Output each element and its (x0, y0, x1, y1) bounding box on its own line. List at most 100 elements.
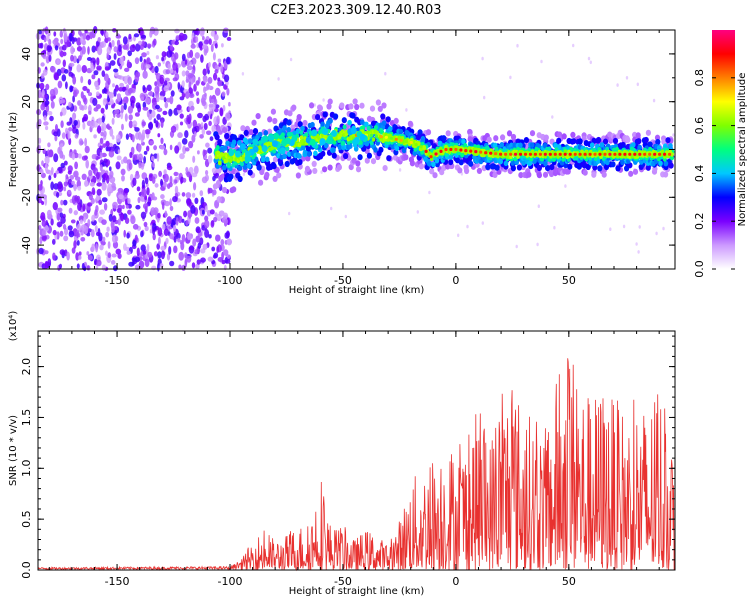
ridge-cell (591, 171, 597, 178)
noise-blob (398, 168, 402, 172)
ridge-cell (284, 160, 290, 168)
ridge-cell (331, 152, 337, 159)
noise-blob (102, 98, 107, 106)
noise-blob (171, 39, 175, 45)
ridge-cell (215, 145, 220, 150)
noise-blob (114, 235, 119, 242)
colorbar-tick-label: 0.8 (693, 69, 706, 87)
noise-blob (635, 242, 638, 246)
noise-blob (179, 113, 184, 119)
noise-blob (120, 168, 126, 176)
noise-blob (87, 255, 93, 261)
noise-blob (173, 245, 178, 254)
ridge-cell (549, 164, 555, 171)
ridge-cell (222, 127, 228, 134)
noise-blob (212, 189, 217, 196)
noise-blob (177, 82, 181, 90)
noise-blob (203, 122, 208, 131)
noise-blob (225, 259, 231, 264)
noise-blob (68, 62, 75, 67)
x-tick-label: -150 (105, 575, 130, 588)
noise-blob (142, 101, 147, 109)
noise-blob (111, 40, 115, 47)
noise-blob (225, 230, 230, 239)
noise-blob (43, 115, 47, 121)
noise-blob (225, 112, 231, 121)
noise-blob (587, 56, 591, 61)
noise-blob (102, 236, 106, 242)
noise-blob (161, 56, 165, 62)
noise-blob (106, 46, 112, 55)
ridge-cell (268, 141, 273, 147)
noise-blob (174, 145, 180, 154)
ridge-peak (628, 152, 632, 156)
ridge-peak (583, 152, 587, 156)
ridge-cell (272, 156, 279, 163)
noise-blob (202, 68, 207, 76)
noise-blob (76, 46, 83, 52)
noise-blob (193, 83, 197, 92)
noise-blob (199, 190, 204, 197)
noise-blob (112, 83, 115, 88)
noise-blob (114, 71, 119, 77)
ridge-cell (422, 145, 426, 150)
x-tick-label: 0 (452, 575, 459, 588)
noise-blob (91, 30, 96, 39)
noise-blob (63, 181, 68, 187)
noise-blob (143, 156, 147, 164)
noise-blob (126, 250, 131, 255)
ridge-peak (379, 135, 383, 139)
noise-blob (68, 127, 73, 132)
noise-blob (76, 179, 82, 188)
ridge-cell (257, 131, 263, 138)
ridge-cell (397, 135, 402, 140)
noise-blob (122, 204, 125, 210)
noise-blob (186, 197, 192, 205)
noise-blob (187, 235, 193, 240)
noise-blob (208, 38, 212, 45)
noise-blob (76, 64, 82, 73)
ridge-blob (240, 143, 246, 151)
noise-blob (160, 178, 163, 187)
noise-blob (78, 29, 82, 36)
noise-blob (126, 59, 130, 69)
noise-blob (107, 241, 111, 249)
ridge-cell (585, 163, 591, 171)
noise-blob (45, 83, 50, 90)
noise-blob (96, 65, 102, 71)
noise-blob (117, 253, 122, 259)
noise-blob (46, 44, 52, 53)
noise-blob (115, 248, 122, 255)
noise-blob (88, 193, 93, 201)
ridge-cell (431, 161, 436, 168)
noise-blob (88, 169, 93, 177)
ridge-cell (248, 129, 254, 136)
noise-blob (216, 246, 220, 254)
spectrogram-panel: -150 -100 -50 0 50 -40 -20 0 20 40 Height of str… (8, 26, 676, 296)
noise-blob (44, 94, 48, 99)
ridge-cell (670, 152, 674, 157)
noise-blob (174, 52, 179, 60)
ridge-cell (385, 116, 391, 123)
colorbar: 0.0 0.2 0.4 0.6 0.8 Normalized spectral ampl… (693, 30, 748, 278)
ridge-cell (320, 150, 326, 157)
noise-blob (97, 37, 101, 43)
ridge-cell (297, 159, 303, 166)
noise-blob (176, 104, 182, 111)
ridge-cell (625, 136, 631, 143)
ridge-blob (228, 149, 235, 157)
ridge-cell (407, 120, 413, 127)
ridge-cell (645, 164, 651, 171)
ridge-peak (618, 152, 622, 156)
noise-blob (82, 94, 87, 103)
noise-blob (181, 192, 186, 197)
noise-blob (222, 104, 226, 112)
noise-blob (49, 115, 54, 122)
noise-blob (47, 151, 52, 158)
noise-blob (109, 170, 114, 178)
noise-blob (277, 77, 280, 81)
noise-blob (66, 251, 70, 261)
noise-blob (652, 98, 656, 103)
noise-blob (41, 160, 44, 167)
noise-blob (151, 109, 156, 118)
